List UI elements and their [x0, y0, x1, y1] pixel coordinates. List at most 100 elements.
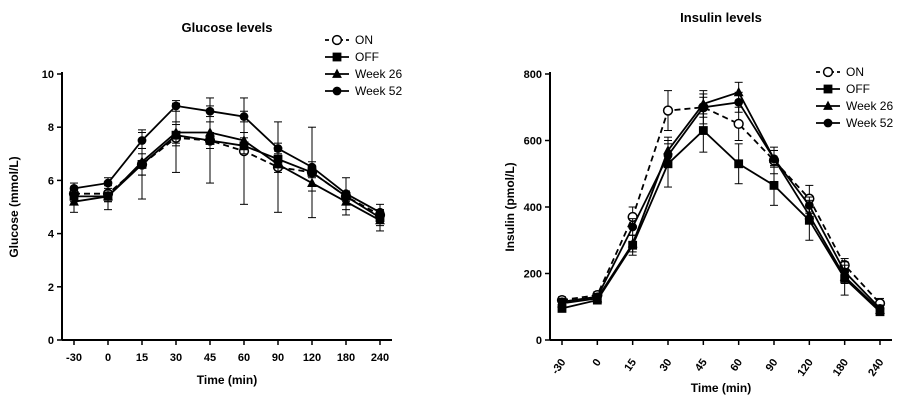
- y-tick-label: 800: [524, 69, 542, 81]
- data-point: [769, 180, 779, 190]
- data-point: [375, 214, 385, 225]
- data-point: [171, 127, 181, 137]
- data-point: [840, 267, 850, 277]
- x-tick-label: 0: [105, 352, 111, 364]
- series-line: [561, 101, 881, 310]
- series-line: [561, 129, 881, 313]
- x-tick-label: 240: [866, 357, 886, 379]
- legend-marker: [332, 52, 342, 62]
- y-tick-label: 600: [524, 136, 542, 148]
- x-tick-label: 120: [303, 352, 321, 364]
- series-line: [74, 134, 381, 219]
- data-point: [103, 178, 113, 188]
- series-line: [73, 104, 381, 214]
- x-tick-label: -30: [550, 357, 569, 377]
- data-point: [205, 106, 215, 116]
- legend-label: OFF: [355, 50, 379, 64]
- legend-marker: [823, 118, 833, 128]
- data-point: [103, 190, 113, 201]
- y-tick-label: 4: [48, 229, 55, 241]
- chart-1: Glucose levels 0 2 4 6 8 10 -30 0 15 30 45 60 90 120 18…: [7, 20, 402, 387]
- y-tick-label: 10: [42, 69, 54, 81]
- y-tick-label: 400: [524, 202, 542, 214]
- x-tick-label: 90: [764, 357, 781, 374]
- data-point: [341, 196, 351, 206]
- legend-label: Week 52: [846, 116, 893, 130]
- data-point: [804, 200, 814, 210]
- x-tick-label: 180: [831, 357, 851, 379]
- data-point: [733, 86, 744, 97]
- x-tick-label: 45: [693, 357, 710, 374]
- series-line: [74, 136, 381, 216]
- x-tick-label: 90: [272, 352, 284, 364]
- data-point: [375, 207, 385, 217]
- legend-marker: [823, 100, 833, 110]
- legend-marker: [332, 68, 342, 78]
- x-tick-label: 120: [795, 357, 815, 379]
- data-point: [804, 209, 815, 220]
- x-axis-label: Time (min): [197, 373, 257, 387]
- data-point: [662, 105, 674, 116]
- legend-label: ON: [355, 33, 373, 47]
- data-point: [273, 144, 283, 153]
- y-tick-label: 0: [48, 335, 54, 347]
- x-tick-label: 30: [170, 352, 182, 364]
- series-on: [68, 97, 386, 227]
- legend: ON OFF Week 26 Week 52: [325, 33, 402, 98]
- x-tick-label: 240: [371, 352, 389, 364]
- data-point: [307, 162, 317, 172]
- data-point: [341, 189, 351, 199]
- x-tick-label: 15: [136, 352, 148, 364]
- x-tick-label: 60: [238, 352, 250, 364]
- data-point: [205, 127, 215, 137]
- legend-label: Week 26: [846, 99, 893, 113]
- data-point: [628, 222, 638, 232]
- x-tick-label: 45: [204, 352, 216, 364]
- data-point: [698, 102, 708, 112]
- legend-marker: [823, 84, 833, 94]
- legend-label: Week 26: [355, 67, 402, 81]
- x-tick-label: 0: [590, 357, 603, 369]
- data-point: [239, 112, 249, 121]
- y-axis-label: Glucose (mmol/L): [7, 156, 21, 257]
- data-point: [592, 292, 602, 302]
- data-point: [137, 136, 147, 145]
- x-tick-label: -30: [66, 352, 82, 364]
- series-week-26: [69, 121, 385, 232]
- chart-title: Insulin levels: [680, 10, 762, 25]
- series-line: [73, 131, 381, 222]
- y-tick-label: 200: [524, 269, 542, 281]
- data-point: [663, 151, 673, 160]
- chart-title: Glucose levels: [181, 20, 272, 35]
- data-point: [307, 177, 317, 187]
- data-point: [557, 297, 567, 307]
- data-point: [69, 196, 79, 206]
- legend-marker: [822, 66, 834, 78]
- series-line: [561, 91, 881, 311]
- data-point: [239, 135, 249, 145]
- chart-2: Insulin levels 0 200 400 600 800 -30 0 15 30 45 60 9…: [503, 10, 893, 395]
- data-point: [557, 304, 567, 313]
- y-tick-label: 0: [536, 335, 542, 347]
- data-point: [734, 159, 744, 169]
- x-tick-label: 30: [658, 357, 675, 374]
- legend-label: ON: [846, 65, 864, 79]
- series-week-52: [69, 100, 385, 217]
- data-point: [733, 118, 744, 130]
- legend-marker: [331, 34, 343, 46]
- data-point: [627, 238, 638, 248]
- data-point: [698, 126, 708, 135]
- y-tick-label: 8: [48, 122, 54, 134]
- x-tick-label: 60: [728, 357, 745, 374]
- legend-label: OFF: [846, 82, 870, 96]
- legend-label: Week 52: [355, 84, 402, 98]
- series-off: [69, 124, 385, 224]
- y-tick-label: 6: [48, 175, 54, 187]
- x-axis-label: Time (min): [691, 381, 751, 395]
- x-tick-label: 180: [337, 352, 355, 364]
- data-point: [171, 101, 181, 111]
- data-point: [273, 159, 283, 169]
- y-axis-label: Insulin (pmol/L): [503, 162, 517, 251]
- x-tick-label: 15: [622, 357, 639, 374]
